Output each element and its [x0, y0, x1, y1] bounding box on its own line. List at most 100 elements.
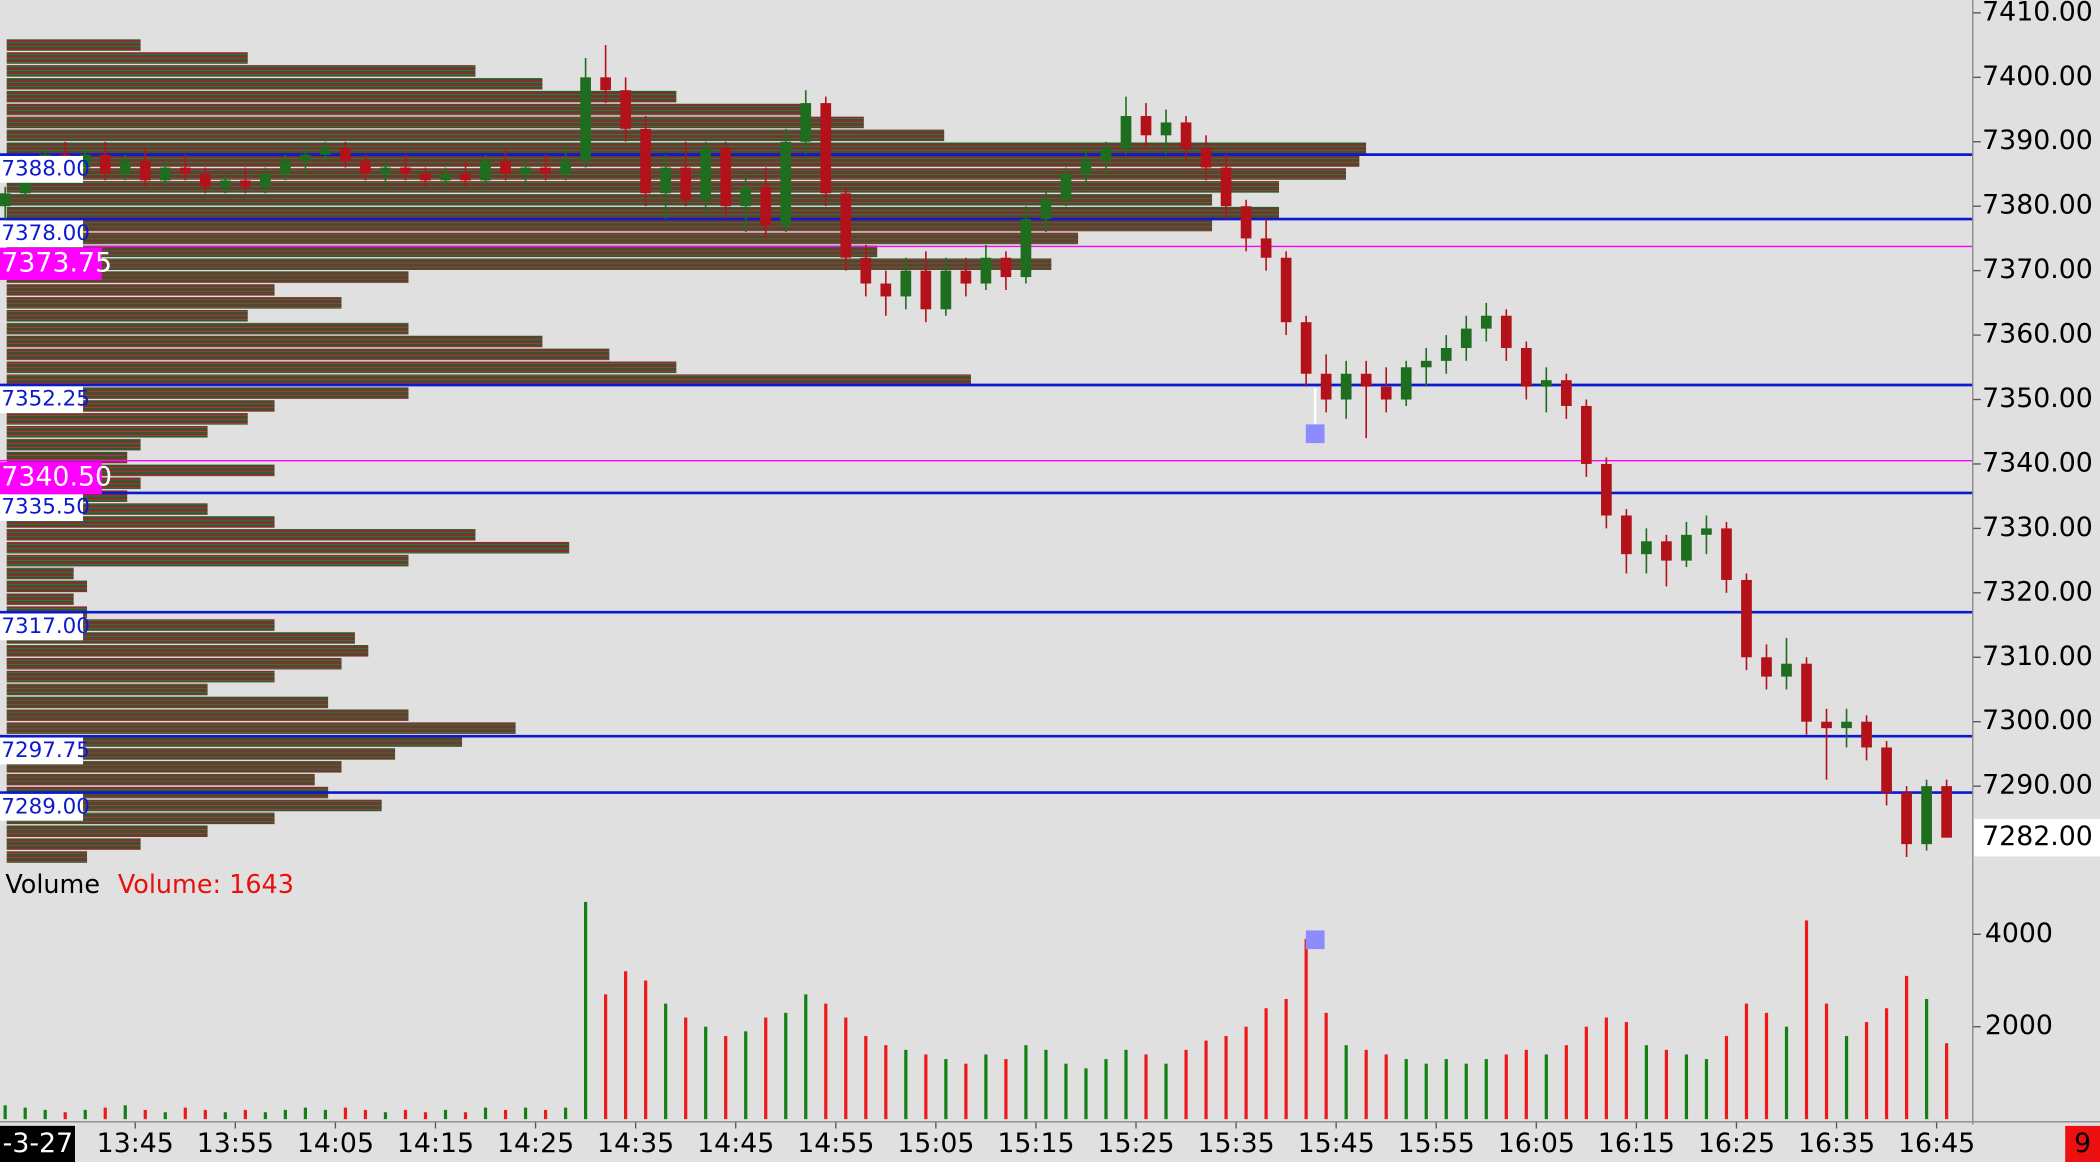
badge: 9	[2074, 1128, 2091, 1159]
last-price-bg	[1974, 818, 2100, 857]
volume-bar	[1544, 1054, 1548, 1120]
volume-bar	[1124, 1049, 1128, 1120]
profile-bar	[6, 193, 1213, 206]
profile-bar	[6, 361, 677, 374]
volume-bar	[503, 1109, 508, 1120]
candle-body	[900, 270, 912, 297]
profile-bar	[6, 206, 1280, 219]
x-tick-label: 14:05	[297, 1128, 374, 1159]
profile-bar	[6, 400, 275, 412]
volume-bar	[684, 1017, 688, 1120]
volume-bar	[1584, 1026, 1588, 1120]
candle-body	[1941, 786, 1952, 838]
candle-body	[1160, 122, 1172, 136]
level-label: 7373.75	[1, 247, 112, 278]
candle-body	[1781, 663, 1792, 677]
profile-bar	[6, 696, 329, 709]
volume-bar	[1464, 1063, 1468, 1120]
candle-body	[380, 167, 391, 174]
volume-bar	[183, 1107, 187, 1120]
profile-bar	[6, 245, 878, 258]
candle-body	[1540, 380, 1552, 387]
profile-bar	[6, 271, 409, 283]
profile-bar	[6, 838, 141, 850]
profile-bar	[6, 155, 1360, 167]
profile-bar	[6, 464, 275, 477]
profile-bar	[6, 748, 396, 760]
candle-body	[1861, 721, 1872, 748]
profile-bar	[6, 65, 476, 77]
x-tick-label: 13:55	[197, 1128, 274, 1159]
volume-bar	[864, 1035, 868, 1120]
volume-bar	[1744, 1003, 1749, 1120]
candle-body	[1661, 541, 1672, 561]
candle-body	[840, 193, 852, 258]
candle-body	[980, 257, 992, 284]
level-tag: 7373.75	[0, 247, 112, 280]
volume-bar	[83, 1109, 87, 1120]
candle-body	[1040, 199, 1052, 220]
profile-bar	[6, 387, 409, 399]
candle-body	[1020, 219, 1032, 278]
candle-body	[540, 167, 551, 174]
volume-bar	[283, 1109, 287, 1120]
volume-bar	[263, 1112, 267, 1120]
volume-bar	[303, 1107, 308, 1120]
candle-body	[1280, 257, 1292, 323]
candle-body	[0, 193, 11, 207]
candle-body	[1220, 167, 1232, 207]
level-tag: 7352.25	[0, 386, 90, 414]
x-tick-label: 14:45	[697, 1128, 774, 1159]
volume-bar	[704, 1026, 708, 1120]
profile-bar	[6, 812, 275, 825]
volume-bar	[1644, 1045, 1648, 1120]
level-tag: 7289.00	[0, 793, 90, 821]
y-tick-label: 7370.00	[1982, 254, 2093, 285]
profile-bar	[6, 116, 864, 129]
profile-bar	[6, 503, 208, 515]
candle-body	[460, 173, 471, 181]
candle-body	[1340, 373, 1352, 400]
volume-bar	[543, 1109, 548, 1120]
candle-body	[1741, 579, 1752, 658]
candle-body	[1901, 792, 1912, 845]
level-tag-bg	[0, 386, 84, 414]
candle-body	[480, 161, 491, 181]
candle-body	[139, 161, 151, 181]
level-tag-bg	[0, 220, 84, 248]
level-label: 7335.50	[1, 495, 90, 520]
profile-bar	[6, 645, 369, 657]
x-tick-label: 16:05	[1498, 1128, 1575, 1159]
volume-bar	[964, 1063, 968, 1120]
candle-body	[760, 186, 772, 226]
candle-body	[19, 173, 31, 194]
volume-bar	[103, 1107, 107, 1120]
candle-body	[320, 148, 331, 155]
volume-bar	[43, 1109, 47, 1120]
candle-body	[1420, 360, 1432, 368]
candle-body	[1180, 122, 1192, 149]
candles	[0, 45, 1952, 858]
volume-panel	[3, 901, 1981, 1120]
profile-bar	[6, 799, 382, 812]
x-tick-label: 15:05	[897, 1128, 974, 1159]
candle-body	[400, 167, 411, 174]
volume-bar	[363, 1109, 368, 1120]
candle-body	[1480, 315, 1492, 329]
y-tick-label: 7340.00	[1982, 447, 2093, 478]
profile-bar	[6, 451, 128, 464]
volume-bar	[1524, 1049, 1528, 1120]
candle-body	[239, 180, 251, 187]
volume-bar	[1044, 1049, 1048, 1120]
volume-bar	[1224, 1035, 1228, 1120]
volume-bar	[463, 1112, 468, 1120]
volume-bar	[1564, 1045, 1568, 1120]
candle-body	[820, 103, 832, 194]
x-tick-label: 15:45	[1298, 1128, 1375, 1159]
candle-body	[1681, 534, 1692, 561]
volume-bar	[1324, 1012, 1328, 1120]
last-price: 7282.00	[1982, 821, 2093, 852]
level-tag: 7335.50	[0, 494, 90, 522]
